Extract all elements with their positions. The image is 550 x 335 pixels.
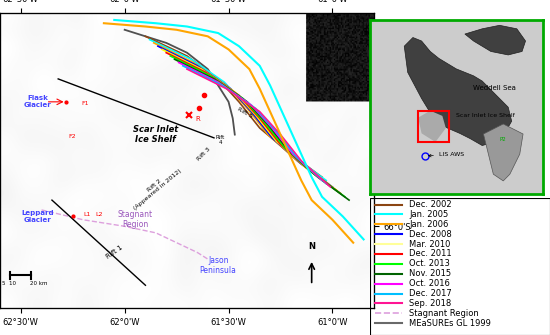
Text: Flask
Glacier: Flask Glacier (24, 95, 51, 108)
Text: Rift 5: Rift 5 (237, 107, 254, 119)
Text: R: R (195, 117, 200, 123)
Text: Mar. 2010: Mar. 2010 (409, 240, 450, 249)
Text: Leppard
Glacier: Leppard Glacier (21, 210, 54, 223)
Text: Nov. 2015: Nov. 2015 (409, 269, 452, 278)
Polygon shape (418, 111, 446, 142)
Text: Dec. 2017: Dec. 2017 (409, 289, 452, 298)
Polygon shape (404, 38, 512, 145)
Text: Dec. 2011: Dec. 2011 (409, 250, 452, 259)
Text: Scar Inlet Ice Shelf: Scar Inlet Ice Shelf (456, 114, 515, 118)
Text: L2: L2 (96, 212, 103, 217)
Text: F1: F1 (81, 101, 89, 106)
Text: N: N (308, 242, 315, 251)
Text: Rift
4: Rift 4 (216, 135, 225, 145)
Text: Jan. 2006: Jan. 2006 (409, 220, 449, 229)
Text: Stagnant
Region: Stagnant Region (118, 210, 152, 229)
Text: Oct. 2013: Oct. 2013 (409, 259, 450, 268)
Text: Scar Inlet
Ice Shelf: Scar Inlet Ice Shelf (133, 125, 178, 144)
Text: P2: P2 (500, 137, 507, 142)
Text: Dec. 2002: Dec. 2002 (409, 200, 452, 209)
Text: Sep. 2018: Sep. 2018 (409, 299, 452, 308)
Text: L1: L1 (83, 212, 91, 217)
Text: MEaSUREs GL 1999: MEaSUREs GL 1999 (409, 319, 491, 328)
Text: Jason
Peninsula: Jason Peninsula (200, 256, 236, 275)
Text: 0  5  10        20 km: 0 5 10 20 km (0, 281, 47, 286)
Text: Rift 3: Rift 3 (196, 147, 211, 162)
Text: Stagnant Region: Stagnant Region (409, 309, 479, 318)
Text: Oct. 2016: Oct. 2016 (409, 279, 450, 288)
Polygon shape (483, 124, 523, 181)
Text: Rift 2
(Appeared in 2012): Rift 2 (Appeared in 2012) (129, 164, 183, 211)
Text: F2: F2 (69, 134, 76, 139)
Text: Jan. 2005: Jan. 2005 (409, 210, 449, 219)
Text: Rift 1: Rift 1 (105, 245, 124, 260)
Text: Dec. 2008: Dec. 2008 (409, 230, 452, 239)
Text: Weddell Sea: Weddell Sea (473, 85, 516, 91)
Polygon shape (465, 25, 526, 55)
Text: LIS AWS: LIS AWS (428, 152, 464, 157)
Bar (418, 111, 449, 142)
